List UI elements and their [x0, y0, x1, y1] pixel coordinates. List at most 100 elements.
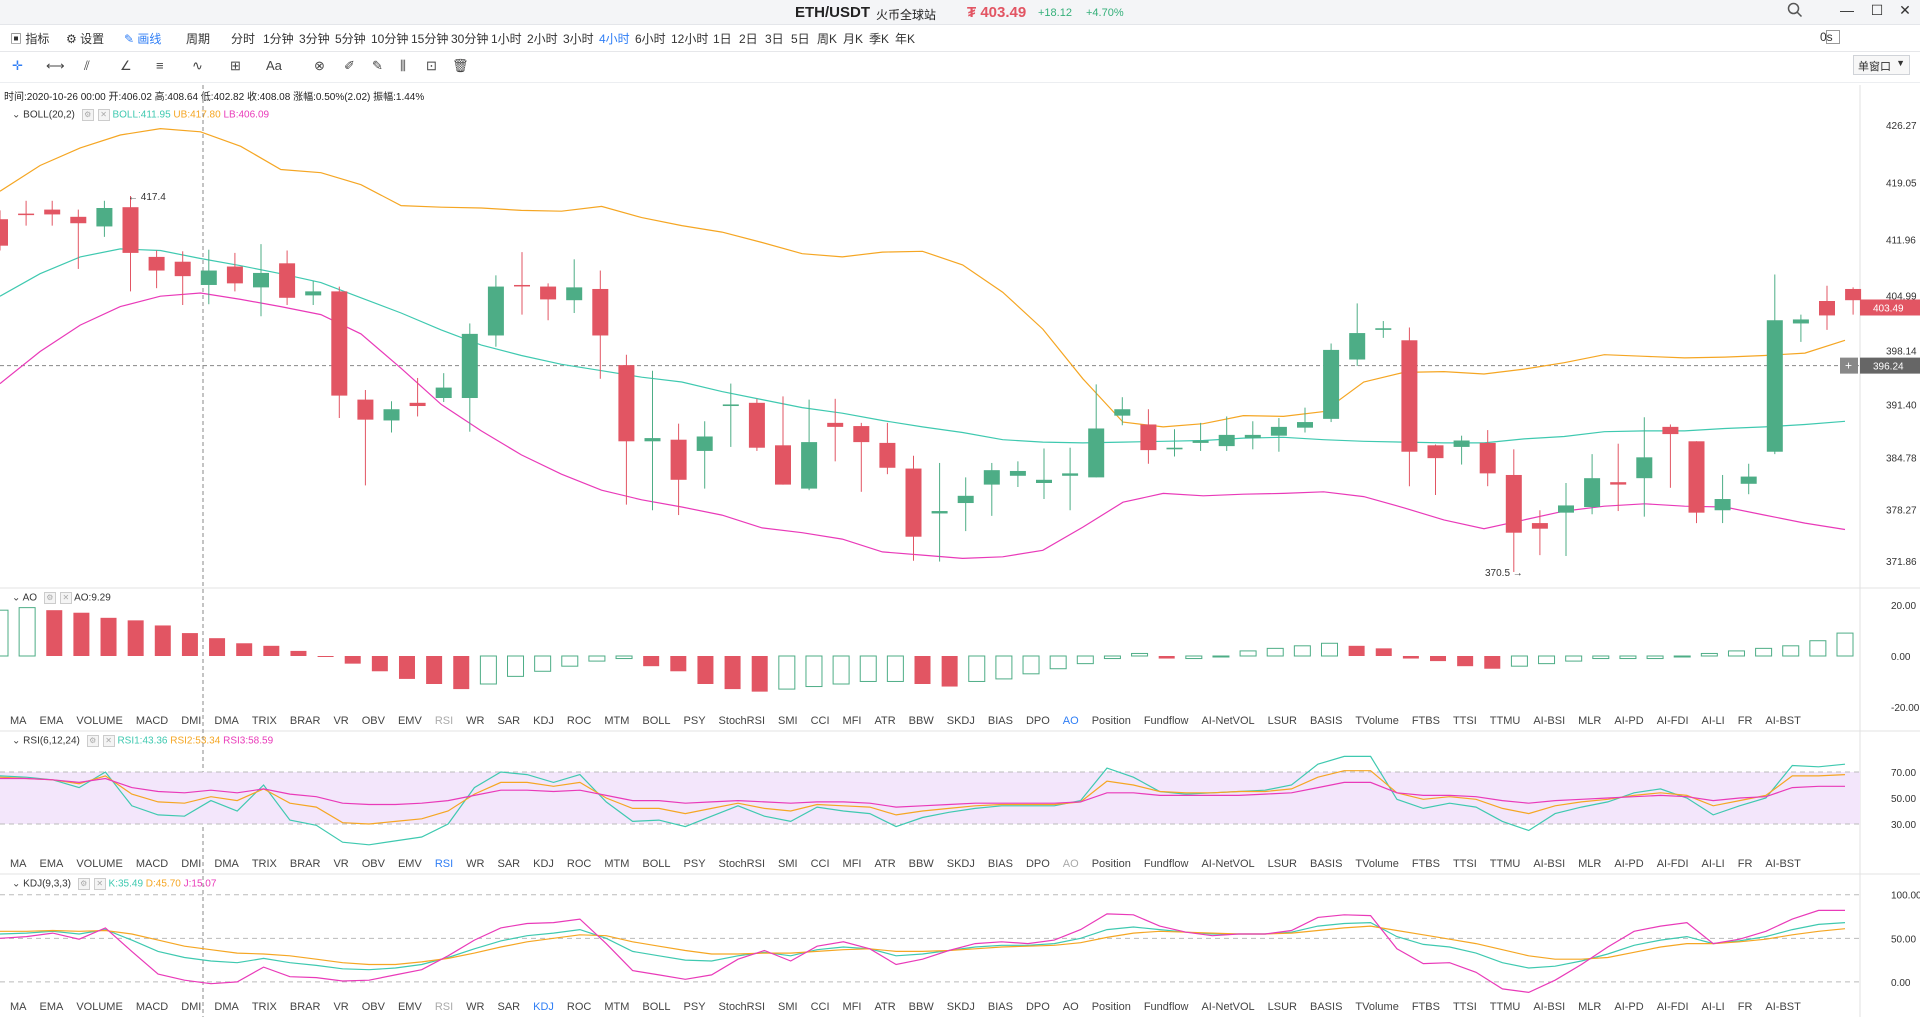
- indicator-tab-tvolume[interactable]: TVolume: [1355, 715, 1399, 727]
- indicator-tab-ai-bst[interactable]: AI-BST: [1765, 715, 1801, 727]
- indicator-tab-macd[interactable]: MACD: [135, 715, 169, 727]
- indicator-tab-ema[interactable]: EMA: [39, 858, 64, 870]
- checkbox-icon[interactable]: [1826, 30, 1840, 44]
- indicator-tab-dmi[interactable]: DMI: [181, 715, 202, 727]
- indicators-button[interactable]: ▣ 指标: [10, 30, 49, 47]
- indicator-tab-lsur[interactable]: LSUR: [1267, 1001, 1297, 1013]
- indicator-tab-macd[interactable]: MACD: [135, 858, 169, 870]
- rect-icon[interactable]: ⊞: [230, 58, 241, 73]
- indicator-tab-ai-li[interactable]: AI-LI: [1701, 715, 1725, 727]
- indicator-tab-ai-bsi[interactable]: AI-BSI: [1533, 1001, 1566, 1013]
- indicator-tab-fundflow[interactable]: Fundflow: [1143, 1001, 1189, 1013]
- indicator-tab-ai-fdi[interactable]: AI-FDI: [1656, 1001, 1689, 1013]
- search-icon[interactable]: [1784, 2, 1806, 22]
- text-icon[interactable]: Aa: [266, 58, 282, 73]
- indicator-tab-obv[interactable]: OBV: [361, 1001, 385, 1013]
- indicator-tab-boll[interactable]: BOLL: [642, 715, 671, 727]
- indicator-tab-bias[interactable]: BIAS: [987, 715, 1013, 727]
- indicator-tab-rsi[interactable]: RSI: [434, 858, 454, 870]
- indicator-tab-roc[interactable]: ROC: [566, 1001, 592, 1013]
- horizontal-line-icon[interactable]: ⟷: [46, 58, 65, 73]
- indicator-tab-ai-bst[interactable]: AI-BST: [1765, 1001, 1801, 1013]
- indicator-tab-emv[interactable]: EMV: [397, 1001, 422, 1013]
- indicator-tab-trix[interactable]: TRIX: [251, 1001, 277, 1013]
- settings-button[interactable]: ⚙ 设置: [66, 30, 104, 47]
- indicator-tab-ttmu[interactable]: TTMU: [1489, 715, 1521, 727]
- indicator-tab-psy[interactable]: PSY: [683, 1001, 706, 1013]
- indicator-tab-dpo[interactable]: DPO: [1025, 1001, 1050, 1013]
- indicator-tab-ttmu[interactable]: TTMU: [1489, 1001, 1521, 1013]
- indicator-tab-dpo[interactable]: DPO: [1025, 715, 1050, 727]
- close-icon[interactable]: ✕: [102, 735, 115, 747]
- indicator-tab-ema[interactable]: EMA: [39, 715, 64, 727]
- indicator-tab-cci[interactable]: CCI: [810, 1001, 830, 1013]
- magnet-icon[interactable]: ⊗: [314, 58, 325, 73]
- timeframe-12[interactable]: 12小时: [671, 32, 709, 46]
- indicator-tab-sar[interactable]: SAR: [497, 1001, 521, 1013]
- indicator-tab-ai-pd[interactable]: AI-PD: [1614, 1001, 1644, 1013]
- indicator-tab-smi[interactable]: SMI: [778, 715, 798, 727]
- timeframe-2[interactable]: 3分钟: [299, 32, 330, 46]
- brush-icon[interactable]: ✎: [372, 58, 383, 73]
- indicator-tab-smi[interactable]: SMI: [778, 858, 798, 870]
- indicator-tab-fr[interactable]: FR: [1737, 1001, 1753, 1013]
- indicator-tab-volume[interactable]: VOLUME: [76, 1001, 123, 1013]
- indicator-tab-obv[interactable]: OBV: [361, 715, 385, 727]
- indicator-tab-mlr[interactable]: MLR: [1578, 1001, 1602, 1013]
- indicator-tab-dma[interactable]: DMA: [214, 858, 239, 870]
- timeframe-9[interactable]: 3小时: [563, 32, 594, 46]
- indicator-tab-mfi[interactable]: MFI: [842, 858, 862, 870]
- timeframe-19[interactable]: 季K: [869, 32, 890, 46]
- indicator-tab-ftbs[interactable]: FTBS: [1411, 1001, 1440, 1013]
- indicator-tab-position[interactable]: Position: [1091, 858, 1131, 870]
- indicator-tab-brar[interactable]: BRAR: [289, 1001, 321, 1013]
- indicator-tab-ai-netvol[interactable]: AI-NetVOL: [1201, 858, 1255, 870]
- timeframe-7[interactable]: 1小时: [491, 32, 522, 46]
- indicator-tab-dma[interactable]: DMA: [214, 1001, 239, 1013]
- indicator-tab-tvolume[interactable]: TVolume: [1355, 1001, 1399, 1013]
- close-icon[interactable]: ✕: [93, 878, 106, 890]
- indicator-tab-psy[interactable]: PSY: [683, 715, 706, 727]
- indicator-tab-dmi[interactable]: DMI: [181, 1001, 202, 1013]
- timeframe-0[interactable]: 分时: [231, 32, 256, 46]
- window-mode-select[interactable]: 单窗口 ▼: [1853, 55, 1910, 75]
- timeframe-20[interactable]: 年K: [895, 32, 916, 46]
- indicator-tab-wr[interactable]: WR: [466, 858, 485, 870]
- timeframe-3[interactable]: 5分钟: [335, 32, 366, 46]
- indicator-tab-ema[interactable]: EMA: [39, 1001, 64, 1013]
- indicator-tab-cci[interactable]: CCI: [810, 858, 830, 870]
- indicator-tab-emv[interactable]: EMV: [397, 715, 422, 727]
- timeframe-15[interactable]: 3日: [765, 32, 784, 46]
- timeframe-6[interactable]: 30分钟: [451, 32, 489, 46]
- indicator-tab-volume[interactable]: VOLUME: [76, 715, 123, 727]
- indicator-tab-basis[interactable]: BASIS: [1310, 858, 1343, 870]
- indicator-tab-ao[interactable]: AO: [1062, 858, 1079, 870]
- indicator-tab-ai-pd[interactable]: AI-PD: [1614, 715, 1644, 727]
- indicator-tab-fr[interactable]: FR: [1737, 715, 1753, 727]
- indicator-tab-emv[interactable]: EMV: [397, 858, 422, 870]
- indicator-tab-ma[interactable]: MA: [10, 1001, 27, 1013]
- timeframe-16[interactable]: 5日: [791, 32, 810, 46]
- indicator-tab-bbw[interactable]: BBW: [908, 858, 934, 870]
- chevron-down-icon[interactable]: ⌄: [12, 878, 21, 890]
- timeframe-5[interactable]: 15分钟: [411, 32, 449, 46]
- indicator-tab-ma[interactable]: MA: [10, 858, 27, 870]
- indicator-tab-basis[interactable]: BASIS: [1310, 715, 1343, 727]
- settings-icon[interactable]: ⚙: [77, 878, 90, 890]
- indicator-tab-ai-netvol[interactable]: AI-NetVOL: [1201, 1001, 1255, 1013]
- indicator-tab-mlr[interactable]: MLR: [1578, 715, 1602, 727]
- indicator-tab-mfi[interactable]: MFI: [842, 1001, 862, 1013]
- maximize-icon[interactable]: ☐: [1870, 2, 1884, 18]
- indicator-tab-rsi[interactable]: RSI: [434, 715, 454, 727]
- timeframe-17[interactable]: 周K: [817, 32, 838, 46]
- indicator-tab-macd[interactable]: MACD: [135, 1001, 169, 1013]
- indicator-tab-lsur[interactable]: LSUR: [1267, 715, 1297, 727]
- indicator-tab-mfi[interactable]: MFI: [842, 715, 862, 727]
- settings-icon[interactable]: ⚙: [86, 735, 99, 747]
- indicator-tab-kdj[interactable]: KDJ: [533, 1001, 554, 1013]
- timeframe-4[interactable]: 10分钟: [371, 32, 409, 46]
- indicator-tab-ttsi[interactable]: TTSI: [1452, 858, 1477, 870]
- angle-icon[interactable]: ∠: [120, 58, 132, 73]
- chevron-down-icon[interactable]: ⌄: [12, 735, 21, 747]
- indicator-tab-fr[interactable]: FR: [1737, 858, 1753, 870]
